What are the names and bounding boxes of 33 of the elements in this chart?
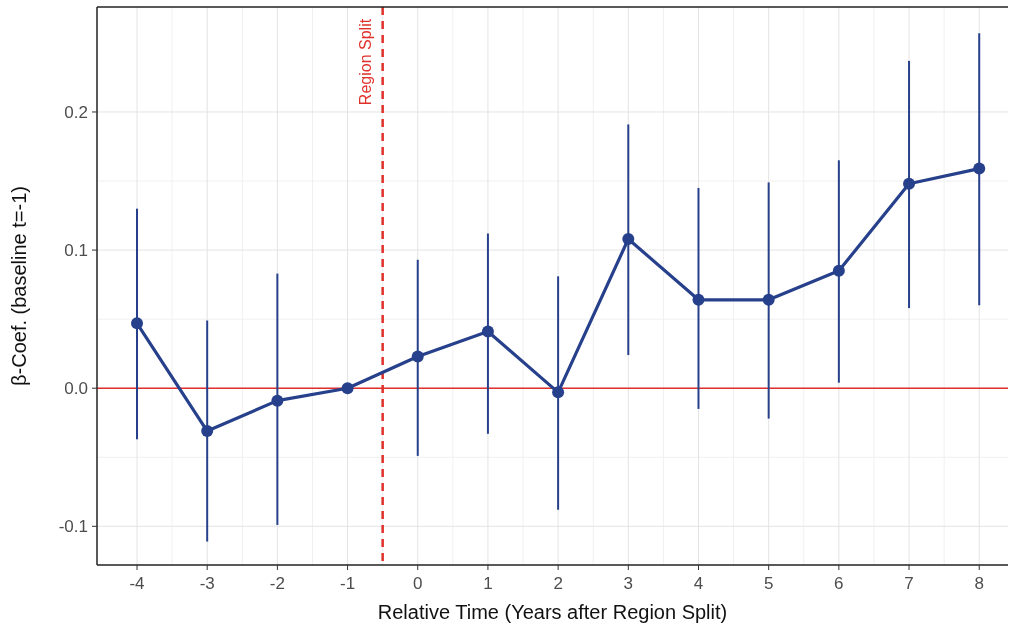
y-tick-label: -0.1 bbox=[58, 517, 88, 537]
x-tick-label: -1 bbox=[340, 574, 356, 593]
point bbox=[622, 233, 635, 246]
x-tick-label: 0 bbox=[413, 574, 423, 593]
point bbox=[341, 382, 354, 395]
x-tick-label: 1 bbox=[483, 574, 493, 593]
point bbox=[762, 293, 775, 306]
y-axis-title: β-Coef. (baseline t=-1) bbox=[8, 186, 30, 386]
ref-line-label: Region Split bbox=[356, 18, 374, 106]
x-tick-label: -3 bbox=[199, 574, 215, 593]
x-tick-label: 6 bbox=[834, 574, 844, 593]
point bbox=[201, 425, 214, 438]
x-tick-label: 2 bbox=[553, 574, 563, 593]
point bbox=[973, 162, 986, 175]
point bbox=[481, 325, 494, 338]
x-tick-label: -2 bbox=[269, 574, 285, 593]
point bbox=[692, 293, 705, 306]
x-tick-label: 3 bbox=[623, 574, 634, 593]
point bbox=[552, 386, 565, 399]
y-tick-label: 0.0 bbox=[64, 379, 88, 399]
x-axis-title: Relative Time (Years after Region Split) bbox=[377, 601, 728, 623]
point bbox=[903, 177, 916, 190]
x-tick-label: 7 bbox=[904, 574, 914, 593]
point bbox=[131, 317, 144, 330]
y-tick-label: 0.1 bbox=[64, 241, 88, 261]
x-tick-label: -4 bbox=[129, 574, 145, 593]
x-tick-label: 5 bbox=[763, 574, 774, 593]
point bbox=[271, 394, 284, 407]
point bbox=[832, 264, 845, 277]
x-tick-label: 8 bbox=[974, 574, 984, 593]
x-tick-label: 4 bbox=[693, 574, 704, 593]
point bbox=[411, 350, 424, 363]
y-tick-label: 0.2 bbox=[64, 102, 88, 122]
